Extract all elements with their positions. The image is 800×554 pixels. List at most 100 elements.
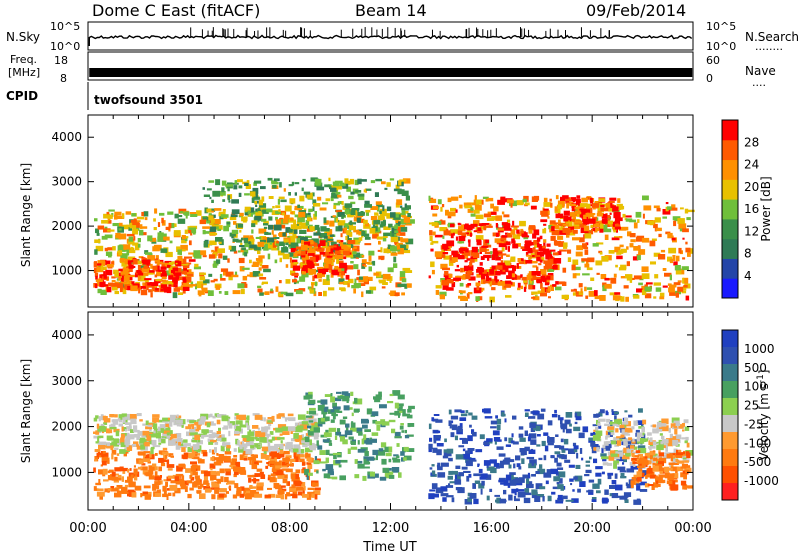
echo-cell <box>219 488 227 493</box>
echo-cell <box>140 444 146 450</box>
echo-cell <box>189 475 193 479</box>
echo-cell <box>450 432 455 438</box>
echo-cell <box>613 462 617 469</box>
echo-cell <box>584 249 589 255</box>
echo-cell <box>234 483 239 489</box>
echo-cell <box>199 219 206 225</box>
echo-cell <box>381 458 387 465</box>
echo-cell <box>268 224 274 230</box>
colorbar-cell <box>722 238 738 259</box>
echo-cell <box>519 437 526 442</box>
echo-cell <box>301 434 304 438</box>
echo-cell <box>564 459 571 463</box>
echo-cell <box>307 253 315 256</box>
echo-cell <box>588 479 595 483</box>
echo-cell <box>620 248 627 253</box>
echo-cell <box>250 454 254 457</box>
echo-cell <box>97 425 106 432</box>
echo-cell <box>154 476 162 481</box>
echo-cell <box>345 236 348 240</box>
echo-cell <box>105 442 111 447</box>
echo-cell <box>673 423 678 429</box>
echo-cell <box>601 220 605 225</box>
echo-cell <box>574 411 582 418</box>
echo-cell <box>160 284 168 289</box>
echo-cell <box>244 193 250 196</box>
echo-cell <box>128 434 135 440</box>
echo-cell <box>174 223 177 227</box>
echo-cell <box>466 270 473 275</box>
echo-cell <box>239 266 245 272</box>
echo-cell <box>563 246 568 249</box>
echo-cell <box>528 271 533 276</box>
echo-cell <box>454 269 460 272</box>
echo-cell <box>157 260 160 266</box>
echo-cell <box>213 461 222 466</box>
echo-cell <box>511 488 516 494</box>
echo-cell <box>95 275 98 280</box>
echo-cell <box>156 271 162 277</box>
echo-cell <box>93 417 98 422</box>
echo-cell <box>589 456 592 460</box>
echo-cell <box>571 218 575 222</box>
echo-cell <box>408 405 415 410</box>
echo-cell <box>433 414 440 416</box>
nave-label: Nave <box>745 64 776 78</box>
echo-cell <box>208 208 216 212</box>
echo-cell <box>361 231 366 237</box>
echo-cell <box>183 266 188 272</box>
echo-cell <box>326 232 332 235</box>
echo-cell <box>228 245 232 250</box>
echo-cell <box>626 483 634 489</box>
echo-cell <box>580 288 583 294</box>
echo-cell <box>626 274 633 281</box>
echo-cell <box>607 475 612 480</box>
echo-cell <box>120 433 125 439</box>
echo-cell <box>503 198 507 203</box>
echo-cell <box>551 226 555 231</box>
echo-cell <box>337 201 340 205</box>
echo-cell <box>401 430 405 433</box>
echo-cell <box>193 250 201 256</box>
echo-cell <box>400 226 408 232</box>
echo-cell <box>579 223 587 228</box>
echo-cell <box>267 420 274 423</box>
echo-cell <box>175 473 184 477</box>
echo-cell <box>514 498 520 502</box>
echo-cell <box>598 198 605 202</box>
echo-cell <box>119 449 126 454</box>
echo-cell <box>541 214 549 217</box>
echo-cell <box>682 257 686 260</box>
echo-cell <box>574 412 578 418</box>
echo-cell <box>515 455 521 461</box>
echo-cell <box>495 270 501 276</box>
echo-cell <box>678 424 684 429</box>
echo-cell <box>168 453 171 457</box>
echo-cell <box>254 444 261 447</box>
echo-cell <box>285 457 289 460</box>
echo-cell <box>458 445 465 448</box>
echo-cell <box>554 457 558 463</box>
echo-cell <box>482 272 489 277</box>
echo-cell <box>489 283 492 287</box>
echo-cell <box>500 280 503 283</box>
echo-cell <box>619 424 625 429</box>
echo-cell <box>240 288 245 295</box>
echo-cell <box>486 438 493 442</box>
echo-cell <box>341 201 344 205</box>
echo-cell <box>297 217 305 223</box>
echo-cell <box>285 292 294 297</box>
echo-cell <box>232 238 239 242</box>
echo-cell <box>466 475 470 482</box>
echo-cell <box>306 474 309 480</box>
echo-cell <box>204 231 210 234</box>
ytick-label: 1000 <box>51 465 82 479</box>
echo-cell <box>263 268 271 273</box>
echo-cell <box>176 414 179 418</box>
echo-cell <box>130 285 138 292</box>
echo-cell <box>334 250 341 255</box>
echo-cell <box>235 461 241 468</box>
echo-cell <box>608 455 615 461</box>
echo-cell <box>552 284 557 287</box>
echo-cell <box>244 210 248 214</box>
